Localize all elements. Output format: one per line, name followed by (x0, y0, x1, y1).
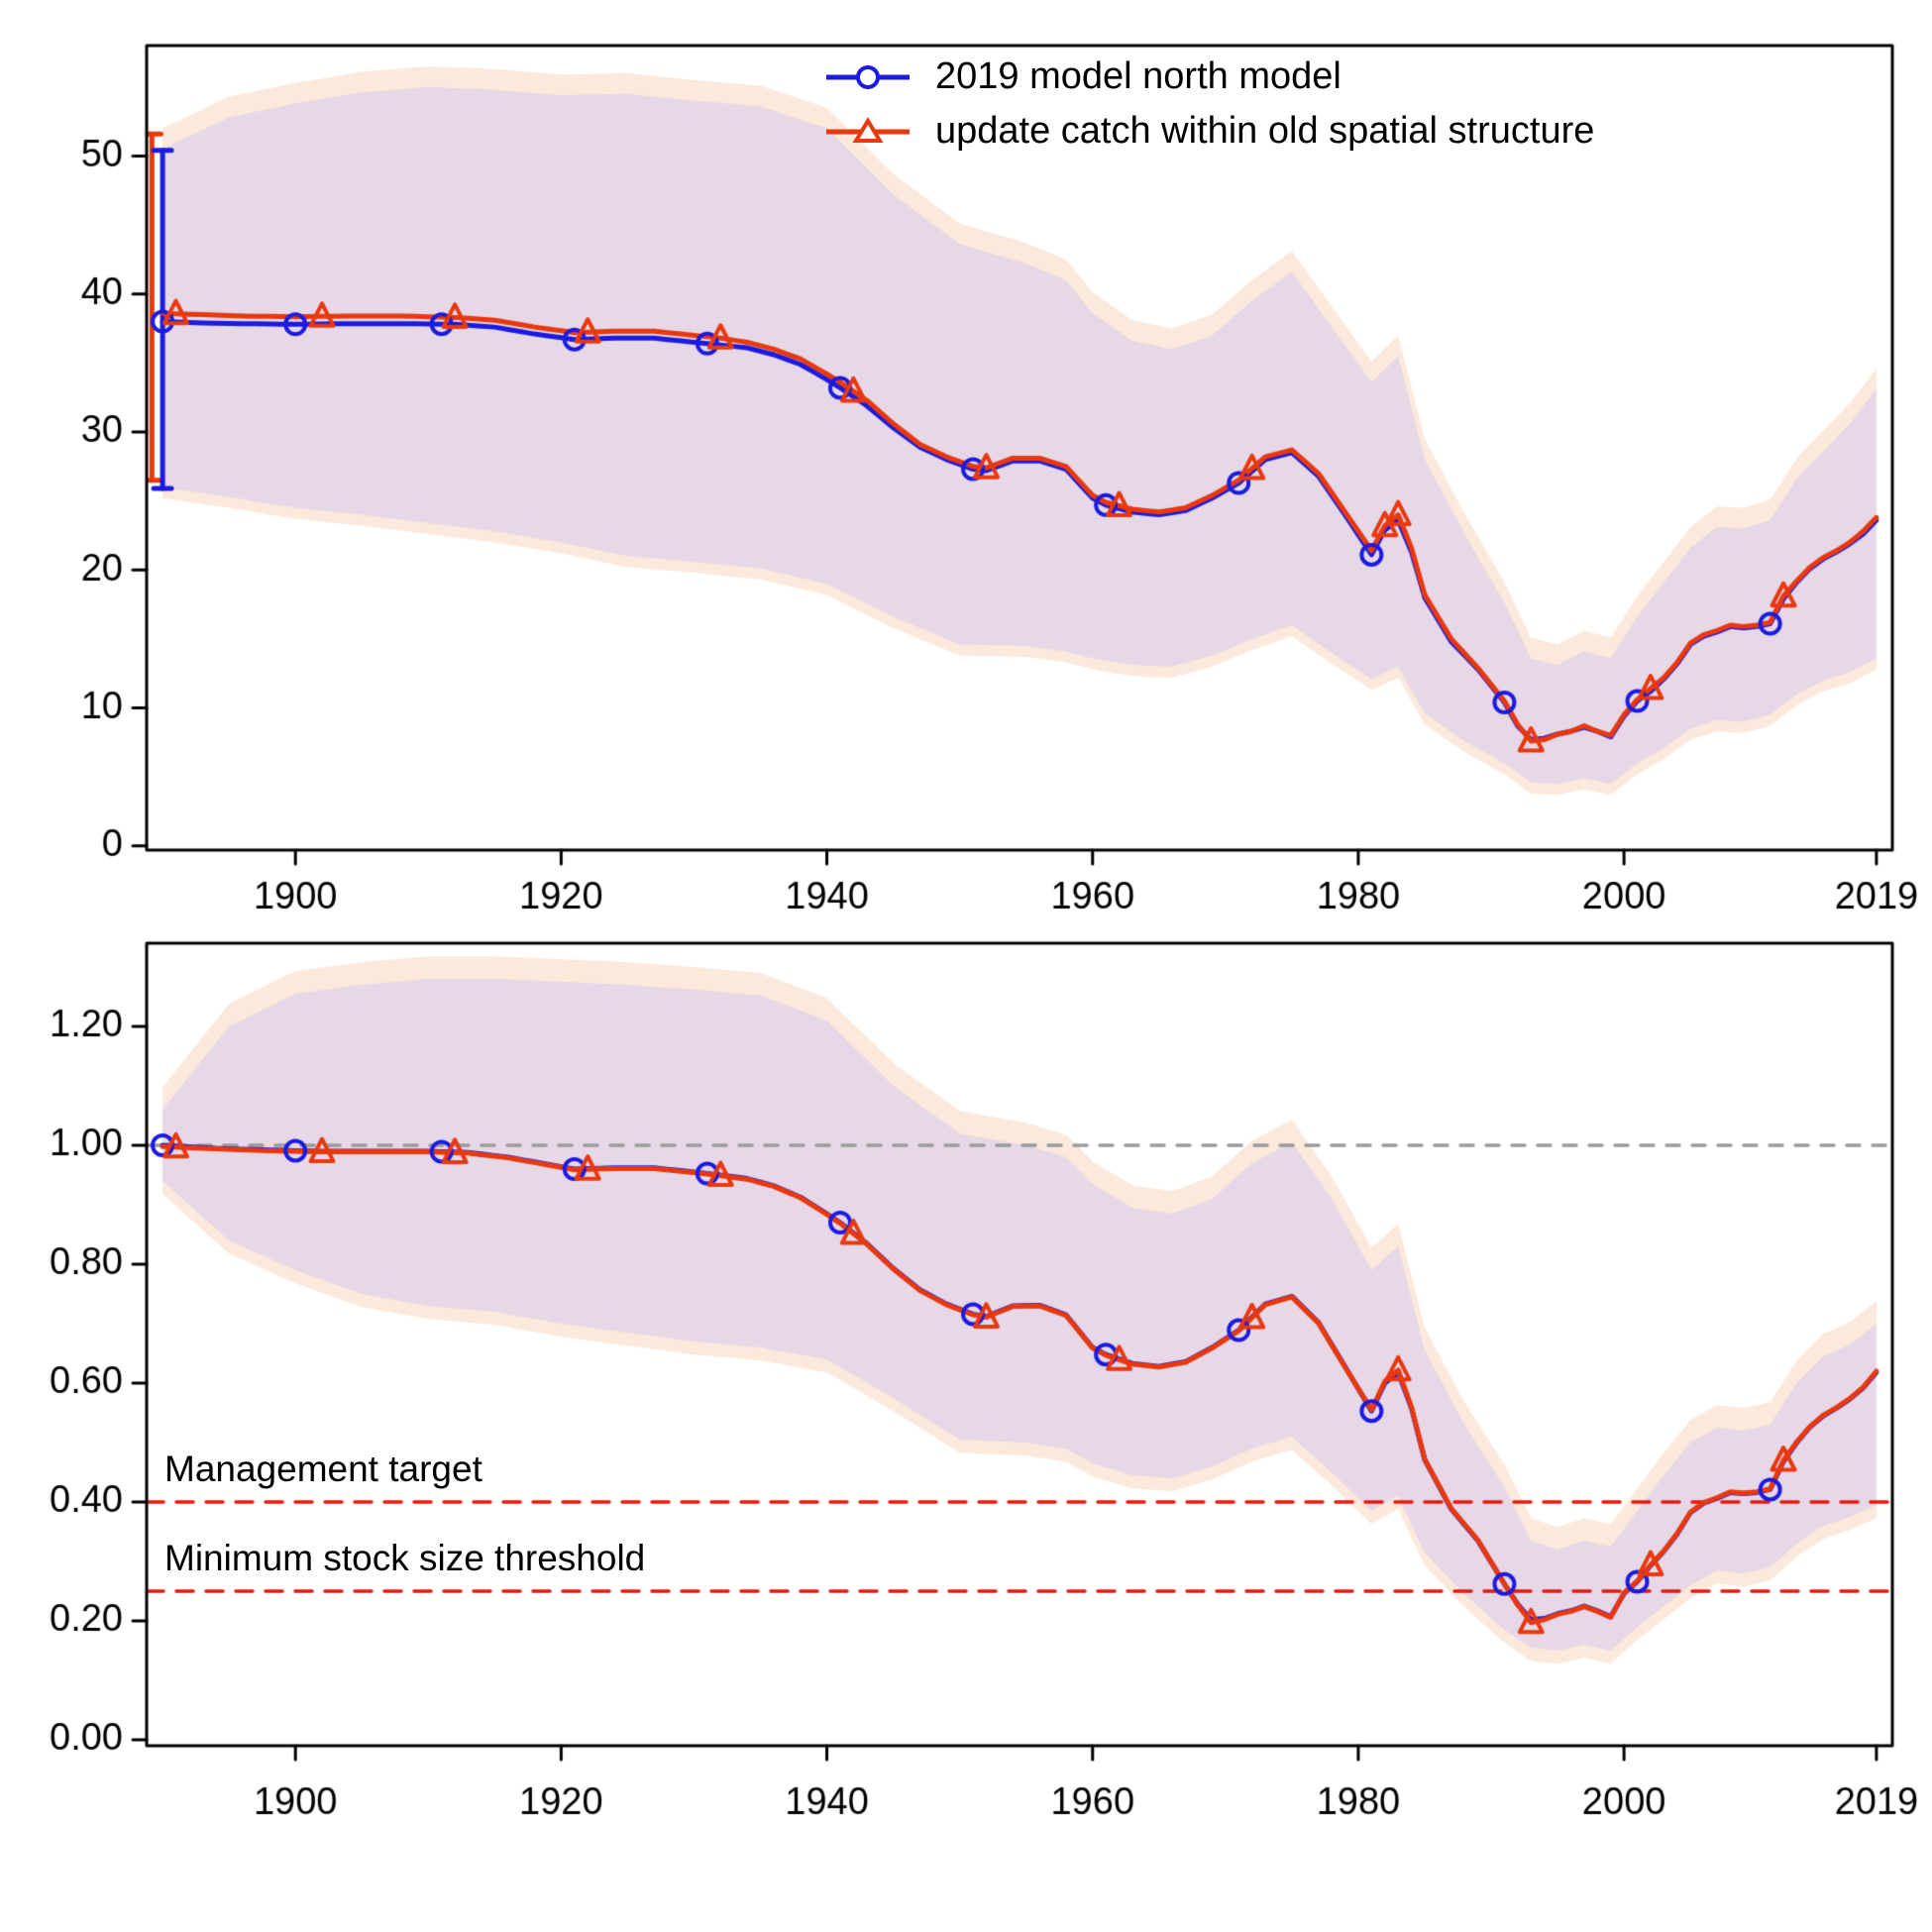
legend-label-blue: 2019 model north model (935, 55, 1342, 97)
msst-label: Minimum stock size threshold (164, 1538, 646, 1578)
legend: 2019 model north model update catch with… (824, 55, 1594, 153)
legend-line-circle-icon (826, 64, 910, 89)
legend-item-blue: 2019 model north model (824, 55, 1594, 98)
legend-line-triangle-icon (826, 116, 910, 143)
legend-label-red: update catch within old spatial structur… (935, 110, 1595, 152)
legend-item-red: update catch within old spatial structur… (824, 110, 1594, 153)
management-target-label: Management target (164, 1449, 483, 1489)
